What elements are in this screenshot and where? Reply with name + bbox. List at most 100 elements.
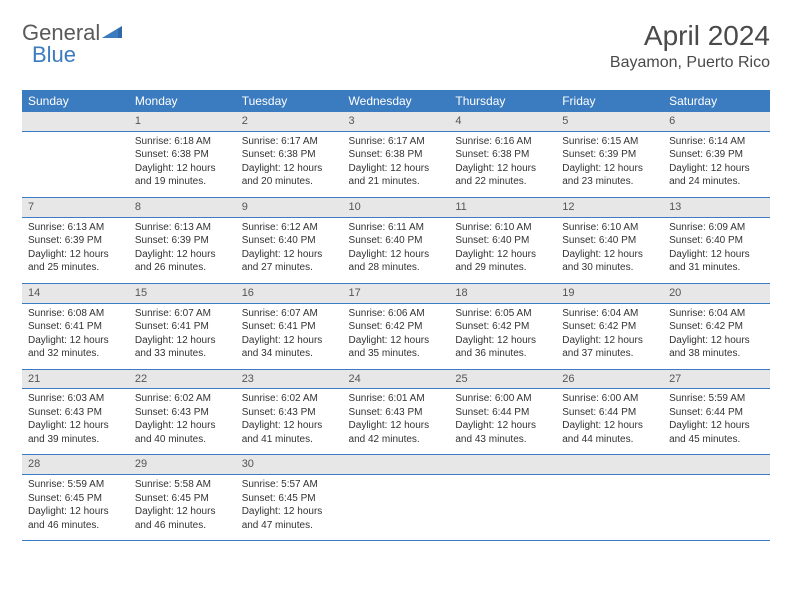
day-line: Sunrise: 6:06 AM <box>349 307 444 321</box>
day-line: Daylight: 12 hours and 33 minutes. <box>135 334 230 361</box>
day-line: Sunset: 6:45 PM <box>28 492 123 506</box>
day-line: Sunrise: 6:10 AM <box>562 221 657 235</box>
day-line: Daylight: 12 hours and 46 minutes. <box>135 505 230 532</box>
day-number: 10 <box>343 197 450 217</box>
day-line: Sunrise: 6:15 AM <box>562 135 657 149</box>
day-line: Sunrise: 6:00 AM <box>562 392 657 406</box>
day-line: Sunrise: 6:09 AM <box>669 221 764 235</box>
day-number: 20 <box>663 283 770 303</box>
day-cell: Sunrise: 6:12 AMSunset: 6:40 PMDaylight:… <box>236 217 343 283</box>
day-line: Sunrise: 6:10 AM <box>455 221 550 235</box>
day-cell <box>663 475 770 541</box>
day-number-row: 123456 <box>22 112 770 131</box>
day-line: Sunrise: 6:00 AM <box>455 392 550 406</box>
day-line: Sunrise: 6:02 AM <box>242 392 337 406</box>
day-number: 21 <box>22 369 129 389</box>
day-number: 1 <box>129 112 236 131</box>
day-line: Sunrise: 6:11 AM <box>349 221 444 235</box>
day-line: Daylight: 12 hours and 44 minutes. <box>562 419 657 446</box>
day-line: Sunrise: 6:07 AM <box>242 307 337 321</box>
day-number <box>343 455 450 475</box>
day-number <box>449 455 556 475</box>
weekday-header: Monday <box>129 90 236 112</box>
day-number: 23 <box>236 369 343 389</box>
day-cell: Sunrise: 6:10 AMSunset: 6:40 PMDaylight:… <box>449 217 556 283</box>
day-number: 8 <box>129 197 236 217</box>
day-line: Daylight: 12 hours and 46 minutes. <box>28 505 123 532</box>
day-number <box>556 455 663 475</box>
day-line: Sunrise: 6:05 AM <box>455 307 550 321</box>
day-number: 15 <box>129 283 236 303</box>
day-cell: Sunrise: 6:07 AMSunset: 6:41 PMDaylight:… <box>129 303 236 369</box>
day-line: Sunrise: 5:58 AM <box>135 478 230 492</box>
day-number-row: 78910111213 <box>22 197 770 217</box>
day-number: 30 <box>236 455 343 475</box>
day-line: Sunrise: 6:13 AM <box>135 221 230 235</box>
day-number: 14 <box>22 283 129 303</box>
day-line: Sunrise: 6:01 AM <box>349 392 444 406</box>
location: Bayamon, Puerto Rico <box>610 54 770 72</box>
day-line: Daylight: 12 hours and 35 minutes. <box>349 334 444 361</box>
day-number-row: 282930 <box>22 455 770 475</box>
day-line: Sunrise: 5:57 AM <box>242 478 337 492</box>
day-number: 24 <box>343 369 450 389</box>
day-cell: Sunrise: 5:59 AMSunset: 6:45 PMDaylight:… <box>22 475 129 541</box>
weekday-header: Wednesday <box>343 90 450 112</box>
day-cell: Sunrise: 6:17 AMSunset: 6:38 PMDaylight:… <box>343 131 450 197</box>
day-line: Daylight: 12 hours and 25 minutes. <box>28 248 123 275</box>
day-line: Daylight: 12 hours and 20 minutes. <box>242 162 337 189</box>
day-line: Sunset: 6:42 PM <box>562 320 657 334</box>
day-line: Sunset: 6:39 PM <box>135 234 230 248</box>
day-cell: Sunrise: 5:58 AMSunset: 6:45 PMDaylight:… <box>129 475 236 541</box>
day-line: Sunset: 6:42 PM <box>669 320 764 334</box>
day-number: 2 <box>236 112 343 131</box>
day-cell: Sunrise: 6:02 AMSunset: 6:43 PMDaylight:… <box>236 389 343 455</box>
day-line: Daylight: 12 hours and 36 minutes. <box>455 334 550 361</box>
day-line: Daylight: 12 hours and 43 minutes. <box>455 419 550 446</box>
day-data-row: Sunrise: 6:18 AMSunset: 6:38 PMDaylight:… <box>22 131 770 197</box>
day-line: Sunset: 6:40 PM <box>349 234 444 248</box>
day-line: Daylight: 12 hours and 39 minutes. <box>28 419 123 446</box>
day-cell: Sunrise: 6:01 AMSunset: 6:43 PMDaylight:… <box>343 389 450 455</box>
day-number <box>663 455 770 475</box>
day-line: Daylight: 12 hours and 21 minutes. <box>349 162 444 189</box>
day-line: Sunset: 6:40 PM <box>562 234 657 248</box>
title-block: April 2024 Bayamon, Puerto Rico <box>610 20 770 72</box>
day-cell: Sunrise: 6:04 AMSunset: 6:42 PMDaylight:… <box>556 303 663 369</box>
day-number: 4 <box>449 112 556 131</box>
day-line: Daylight: 12 hours and 27 minutes. <box>242 248 337 275</box>
day-line: Sunrise: 6:08 AM <box>28 307 123 321</box>
day-data-row: Sunrise: 5:59 AMSunset: 6:45 PMDaylight:… <box>22 475 770 541</box>
day-number: 9 <box>236 197 343 217</box>
day-line: Sunrise: 6:14 AM <box>669 135 764 149</box>
day-line: Sunset: 6:45 PM <box>135 492 230 506</box>
day-line: Sunrise: 6:12 AM <box>242 221 337 235</box>
day-data-row: Sunrise: 6:08 AMSunset: 6:41 PMDaylight:… <box>22 303 770 369</box>
day-line: Daylight: 12 hours and 37 minutes. <box>562 334 657 361</box>
day-cell: Sunrise: 6:04 AMSunset: 6:42 PMDaylight:… <box>663 303 770 369</box>
day-cell: Sunrise: 5:57 AMSunset: 6:45 PMDaylight:… <box>236 475 343 541</box>
day-line: Sunset: 6:39 PM <box>562 148 657 162</box>
day-line: Sunset: 6:43 PM <box>349 406 444 420</box>
logo-text-blue: Blue <box>32 42 76 68</box>
day-line: Sunset: 6:38 PM <box>135 148 230 162</box>
day-line: Sunset: 6:41 PM <box>242 320 337 334</box>
day-line: Sunrise: 6:17 AM <box>242 135 337 149</box>
weekday-header: Saturday <box>663 90 770 112</box>
day-line: Sunrise: 6:04 AM <box>669 307 764 321</box>
day-cell <box>449 475 556 541</box>
day-line: Daylight: 12 hours and 26 minutes. <box>135 248 230 275</box>
day-line: Daylight: 12 hours and 22 minutes. <box>455 162 550 189</box>
weekday-header: Friday <box>556 90 663 112</box>
day-cell: Sunrise: 6:16 AMSunset: 6:38 PMDaylight:… <box>449 131 556 197</box>
day-number-row: 14151617181920 <box>22 283 770 303</box>
logo-triangle-icon <box>102 20 124 46</box>
day-line: Sunset: 6:39 PM <box>28 234 123 248</box>
day-cell: Sunrise: 6:05 AMSunset: 6:42 PMDaylight:… <box>449 303 556 369</box>
day-line: Sunset: 6:41 PM <box>28 320 123 334</box>
day-line: Sunrise: 6:13 AM <box>28 221 123 235</box>
day-line: Daylight: 12 hours and 41 minutes. <box>242 419 337 446</box>
day-number: 11 <box>449 197 556 217</box>
day-line: Daylight: 12 hours and 40 minutes. <box>135 419 230 446</box>
day-cell: Sunrise: 6:18 AMSunset: 6:38 PMDaylight:… <box>129 131 236 197</box>
